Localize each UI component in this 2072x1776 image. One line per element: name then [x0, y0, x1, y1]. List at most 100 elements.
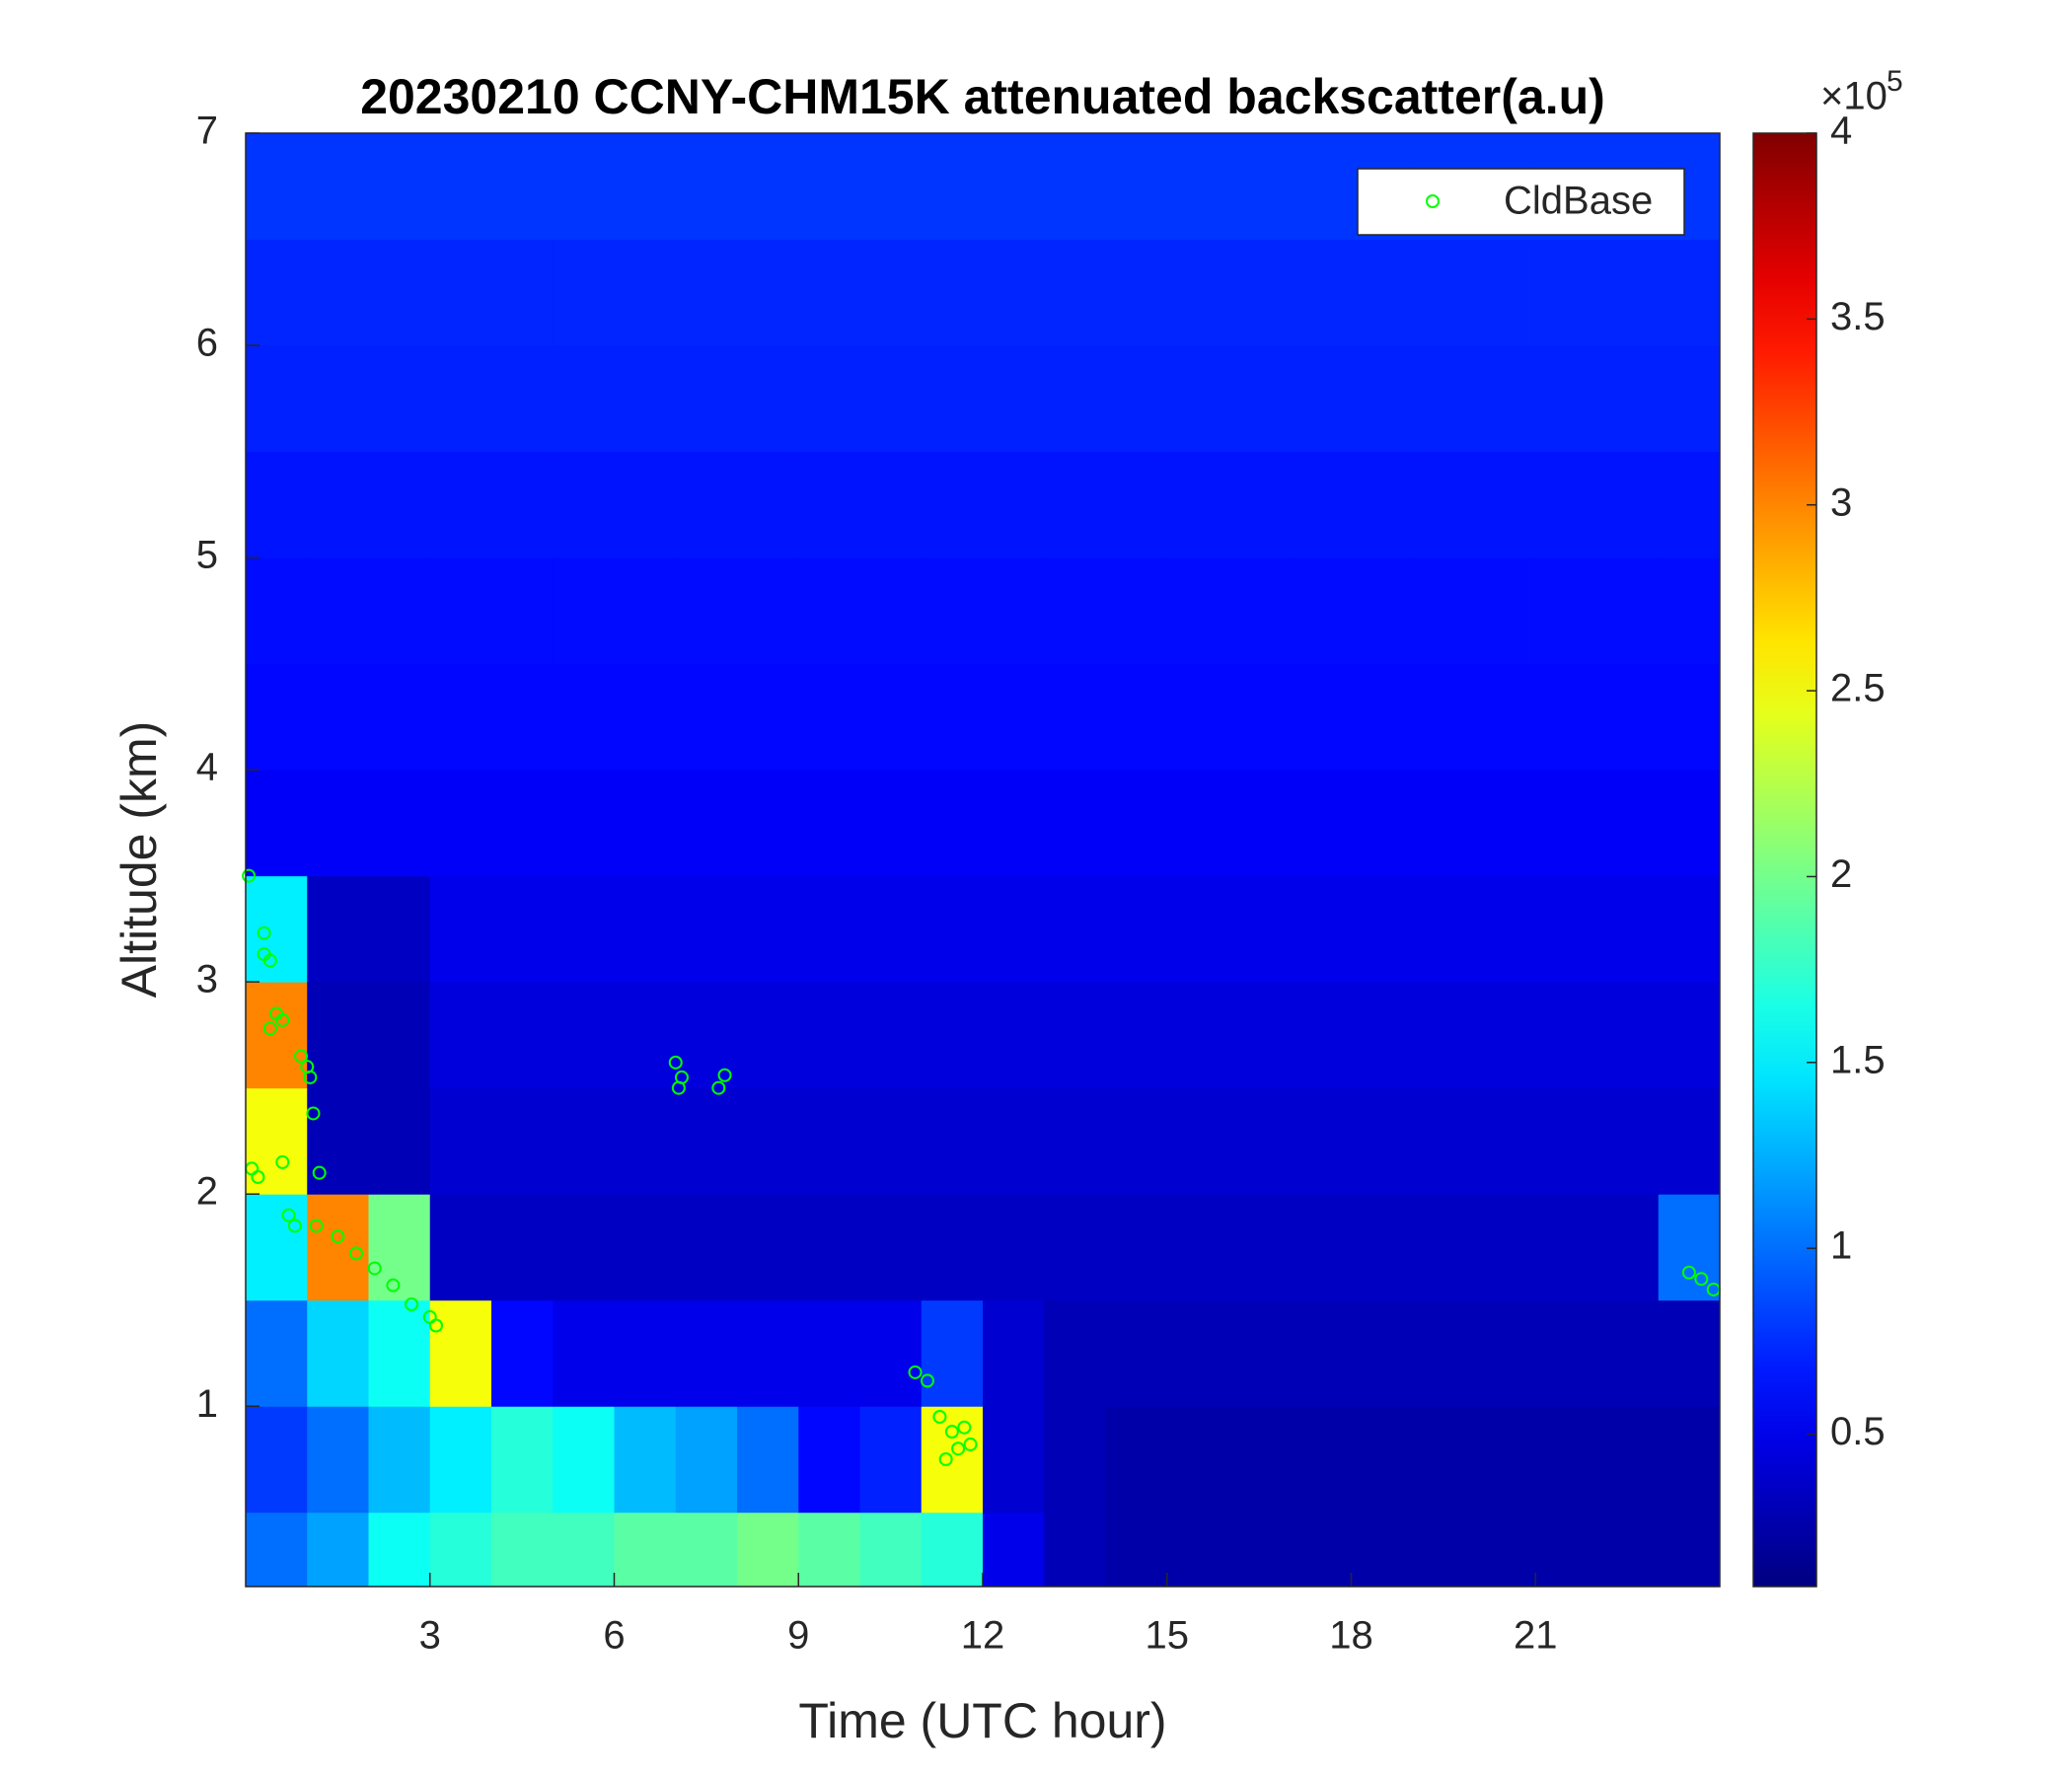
heatmap-cell	[1105, 982, 1168, 1089]
heatmap-cell	[1105, 875, 1168, 983]
heatmap-cell	[246, 770, 308, 877]
heatmap-cell	[675, 133, 738, 241]
heatmap-cell	[737, 345, 799, 453]
heatmap-cell	[859, 557, 923, 665]
heatmap-cell	[553, 982, 615, 1089]
heatmap-cell	[1535, 557, 1597, 665]
heatmap-cell	[737, 663, 799, 771]
cloud-base-point	[262, 953, 277, 968]
colorbar	[1752, 132, 1817, 1588]
heatmap-cell	[246, 663, 308, 771]
heatmap-cell	[614, 770, 677, 877]
heatmap-cell	[921, 875, 984, 983]
heatmap-cell	[798, 770, 860, 877]
heatmap-cell	[1228, 1194, 1291, 1301]
heatmap-cell	[307, 1087, 369, 1195]
heatmap-cell	[1044, 875, 1106, 983]
heatmap-cell	[429, 557, 492, 665]
heatmap-cell	[921, 557, 984, 665]
heatmap-cell	[675, 1194, 738, 1301]
heatmap-cell	[675, 239, 738, 346]
heatmap-cell	[1351, 1406, 1414, 1514]
heatmap-cell	[1658, 663, 1721, 771]
heatmap-cell	[368, 345, 431, 453]
heatmap-cell	[675, 557, 738, 665]
heatmap-cell	[553, 133, 615, 241]
cloud-base-point	[367, 1261, 382, 1276]
heatmap-cell	[1474, 557, 1536, 665]
heatmap-cell	[368, 239, 431, 346]
heatmap-cell	[675, 770, 738, 877]
heatmap-cell	[1228, 345, 1291, 453]
heatmap-cell	[983, 1512, 1045, 1588]
heatmap-cell	[859, 982, 923, 1089]
heatmap-cell	[1228, 982, 1291, 1089]
cloud-base-point	[711, 1080, 726, 1095]
heatmap-cell	[1044, 1194, 1106, 1301]
y-tick-label: 1	[196, 1382, 218, 1426]
heatmap-cell	[1166, 133, 1229, 241]
heatmap-cell	[1658, 1087, 1721, 1195]
heatmap-cell	[246, 875, 308, 983]
heatmap-cell	[614, 239, 677, 346]
heatmap-cell	[675, 663, 738, 771]
heatmap-cell	[737, 875, 799, 983]
heatmap-cell	[246, 1512, 308, 1588]
heatmap-cell	[1658, 1406, 1721, 1514]
heatmap-cell	[1596, 451, 1660, 558]
heatmap-cell	[307, 451, 369, 558]
heatmap-cell	[983, 770, 1045, 877]
heatmap-cell	[553, 1194, 615, 1301]
heatmap-cell	[368, 451, 431, 558]
heatmap-cell	[1105, 1512, 1168, 1588]
heatmap-cell	[1658, 345, 1721, 453]
heatmap-cell	[1044, 1406, 1106, 1514]
heatmap-cell	[307, 557, 369, 665]
heatmap-cell	[1166, 451, 1229, 558]
heatmap-cell	[983, 239, 1045, 346]
heatmap-cell	[368, 663, 431, 771]
heatmap-cell	[368, 1087, 431, 1195]
heatmap-cell	[1351, 451, 1414, 558]
y-tick-label: 3	[196, 958, 218, 1001]
heatmap-cell	[859, 663, 923, 771]
heatmap-cell	[1658, 1299, 1721, 1407]
cloud-base-point	[1694, 1272, 1709, 1287]
heatmap-cell	[921, 133, 984, 241]
heatmap-cell	[1351, 1512, 1414, 1588]
heatmap-cell	[921, 1512, 984, 1588]
heatmap-cell	[983, 875, 1045, 983]
cloud-base-point	[309, 1219, 324, 1233]
cloud-base-point	[275, 1012, 290, 1027]
x-tick-label: 21	[1514, 1614, 1558, 1658]
heatmap-cell	[1535, 239, 1597, 346]
heatmap-cell	[246, 1087, 308, 1195]
heatmap-cell	[1044, 982, 1106, 1089]
heatmap-cell	[859, 1299, 923, 1407]
x-tick-label: 9	[787, 1614, 809, 1658]
heatmap-cell	[368, 1299, 431, 1407]
heatmap-cell	[798, 557, 860, 665]
heatmap-cell	[859, 345, 923, 453]
heatmap-cell	[368, 133, 431, 241]
heatmap-cell	[614, 1299, 677, 1407]
heatmap-cell	[1351, 982, 1414, 1089]
cloud-base-point	[242, 868, 257, 883]
heatmap-cell	[1535, 1194, 1597, 1301]
heatmap-cell	[798, 1087, 860, 1195]
heatmap-cell	[921, 770, 984, 877]
heatmap-cell	[614, 1406, 677, 1514]
heatmap-cell	[1412, 663, 1475, 771]
heatmap-cell	[1658, 1194, 1721, 1301]
cloud-base-point	[944, 1425, 959, 1440]
heatmap-cell	[1596, 1194, 1660, 1301]
heatmap-cell	[1474, 1299, 1536, 1407]
heatmap-cell	[798, 1194, 860, 1301]
legend-marker	[1426, 194, 1440, 208]
cloud-base-point	[963, 1437, 978, 1451]
heatmap-cell	[1351, 345, 1414, 453]
y-tick-label: 2	[196, 1170, 218, 1214]
heatmap-cell	[1596, 663, 1660, 771]
heatmap-cell	[859, 1512, 923, 1588]
heatmap-cell	[1596, 875, 1660, 983]
